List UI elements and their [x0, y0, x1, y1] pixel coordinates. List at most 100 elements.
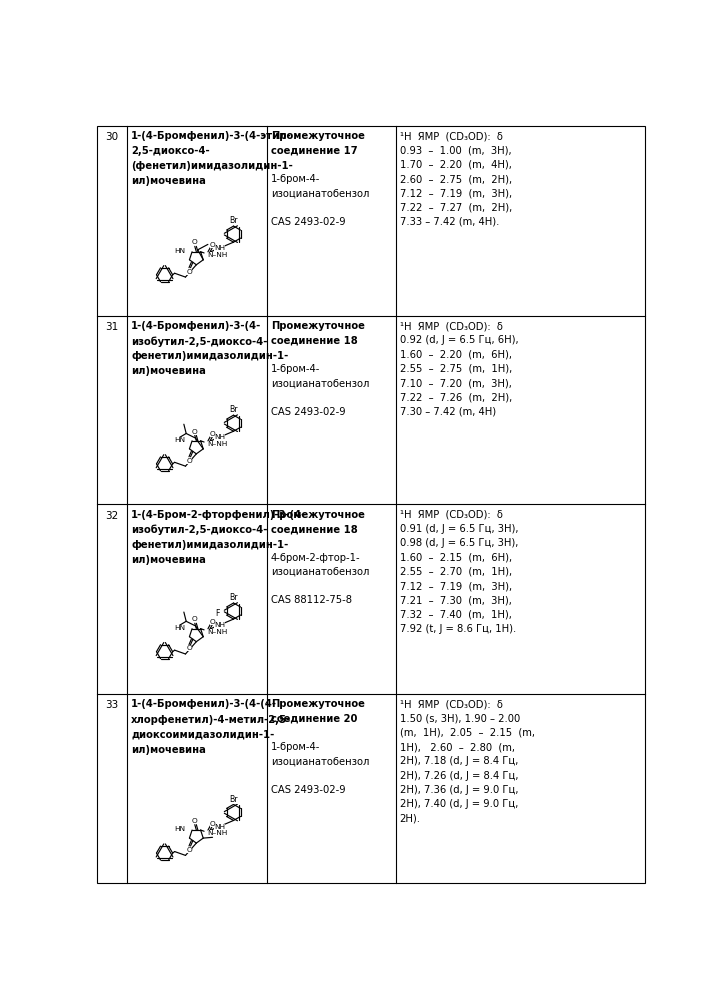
Text: изобутил-2,5-диоксо-4-: изобутил-2,5-диоксо-4-	[131, 524, 268, 535]
Text: O: O	[191, 240, 197, 246]
Text: N–NH: N–NH	[208, 628, 228, 634]
Text: ¹H  ЯМР  (CD₃OD):  δ: ¹H ЯМР (CD₃OD): δ	[400, 321, 502, 331]
Text: O: O	[191, 818, 197, 824]
Text: изобутил-2,5-диоксо-4-: изобутил-2,5-диоксо-4-	[131, 336, 268, 347]
Text: 1.60  –  2.15  (m,  6H),: 1.60 – 2.15 (m, 6H),	[400, 552, 512, 562]
Text: O: O	[186, 269, 192, 275]
Text: 7.32  –  7.40  (m,  1H),: 7.32 – 7.40 (m, 1H),	[400, 609, 511, 619]
Text: 2,5-диоксо-4-: 2,5-диоксо-4-	[131, 147, 210, 157]
Text: 4-бром-2-фтор-1-: 4-бром-2-фтор-1-	[271, 552, 361, 562]
Text: NH: NH	[214, 246, 225, 252]
Text: 1-(4-Бром-2-фторфенил)-3-(4-: 1-(4-Бром-2-фторфенил)-3-(4-	[131, 509, 306, 519]
Text: изоцианатобензол: изоцианатобензол	[271, 756, 369, 766]
Text: Промежуточное: Промежуточное	[271, 509, 365, 519]
Text: CAS 88112-75-8: CAS 88112-75-8	[271, 595, 352, 605]
Text: Br: Br	[230, 216, 237, 225]
Text: HN: HN	[174, 826, 185, 832]
Text: 7.12  –  7.19  (m,  3H),: 7.12 – 7.19 (m, 3H),	[400, 189, 512, 199]
Text: O: O	[210, 619, 216, 625]
Text: соединение 18: соединение 18	[271, 336, 358, 346]
Text: соединение 17: соединение 17	[271, 146, 358, 156]
Text: 2.55  –  2.70  (m,  1H),: 2.55 – 2.70 (m, 1H),	[400, 566, 512, 576]
Text: соединение 20: соединение 20	[271, 713, 357, 723]
Text: 7.30 – 7.42 (m, 4H): 7.30 – 7.42 (m, 4H)	[400, 407, 496, 417]
Text: 7.10  –  7.20  (m,  3H),: 7.10 – 7.20 (m, 3H),	[400, 378, 511, 388]
Text: 1.60  –  2.20  (m,  6H),: 1.60 – 2.20 (m, 6H),	[400, 350, 512, 360]
Text: O: O	[210, 432, 216, 438]
Text: O: O	[186, 847, 192, 853]
Text: Br: Br	[230, 406, 237, 415]
Text: 2.60  –  2.75  (m,  2H),: 2.60 – 2.75 (m, 2H),	[400, 174, 512, 184]
Text: CAS 2493-02-9: CAS 2493-02-9	[271, 217, 345, 227]
Text: F: F	[215, 609, 219, 618]
Text: 1-(4-Бромфенил)-3-(4-(4-: 1-(4-Бромфенил)-3-(4-(4-	[131, 699, 277, 709]
Text: 0.92 (d, J = 6.5 Гц, 6H),: 0.92 (d, J = 6.5 Гц, 6H),	[400, 336, 518, 346]
Text: HN: HN	[174, 248, 185, 254]
Text: 2H).: 2H).	[400, 813, 421, 823]
Text: 31: 31	[106, 322, 119, 332]
Text: 1-бром-4-: 1-бром-4-	[271, 742, 320, 752]
Text: ¹H  ЯМР  (CD₃OD):  δ: ¹H ЯМР (CD₃OD): δ	[400, 699, 502, 709]
Text: NH: NH	[214, 622, 225, 628]
Text: O: O	[191, 616, 197, 622]
Text: 1-бром-4-: 1-бром-4-	[271, 364, 320, 374]
Text: ил)мочевина: ил)мочевина	[131, 177, 206, 187]
Text: N–NH: N–NH	[208, 252, 228, 258]
Text: фенетил)имидазолидин-1-: фенетил)имидазолидин-1-	[131, 539, 289, 549]
Text: 7.21  –  7.30  (m,  3H),: 7.21 – 7.30 (m, 3H),	[400, 595, 511, 605]
Text: диоксоимидазолидин-1-: диоксоимидазолидин-1-	[131, 729, 274, 739]
Text: 32: 32	[106, 510, 119, 520]
Text: изоцианатобензол: изоцианатобензол	[271, 566, 369, 576]
Text: ¹H  ЯМР  (CD₃OD):  δ: ¹H ЯМР (CD₃OD): δ	[400, 132, 502, 142]
Text: фенетил)имидазолидин-1-: фенетил)имидазолидин-1-	[131, 351, 289, 361]
Text: изоцианатобензол: изоцианатобензол	[271, 378, 369, 388]
Text: NH: NH	[214, 435, 225, 441]
Text: 1-(4-Бромфенил)-3-(4-: 1-(4-Бромфенил)-3-(4-	[131, 321, 261, 331]
Text: CAS 2493-02-9: CAS 2493-02-9	[271, 407, 345, 417]
Text: O: O	[210, 820, 216, 826]
Text: (фенетил)имидазолидин-1-: (фенетил)имидазолидин-1-	[131, 162, 293, 172]
Text: Br: Br	[230, 593, 237, 602]
Text: 7.12  –  7.19  (m,  3H),: 7.12 – 7.19 (m, 3H),	[400, 581, 512, 591]
Text: 2H), 7.40 (d, J = 9.0 Гц,: 2H), 7.40 (d, J = 9.0 Гц,	[400, 799, 518, 809]
Text: HN: HN	[174, 437, 185, 443]
Text: 7.22  –  7.27  (m,  2H),: 7.22 – 7.27 (m, 2H),	[400, 203, 512, 213]
Text: 0.98 (d, J = 6.5 Гц, 3H),: 0.98 (d, J = 6.5 Гц, 3H),	[400, 538, 518, 548]
Text: 0.91 (d, J = 6.5 Гц, 3H),: 0.91 (d, J = 6.5 Гц, 3H),	[400, 524, 518, 534]
Text: 7.22  –  7.26  (m,  2H),: 7.22 – 7.26 (m, 2H),	[400, 393, 512, 403]
Text: ¹H  ЯМР  (CD₃OD):  δ: ¹H ЯМР (CD₃OD): δ	[400, 509, 502, 519]
Text: 2H), 7.36 (d, J = 9.0 Гц,: 2H), 7.36 (d, J = 9.0 Гц,	[400, 785, 518, 795]
Text: 1-бром-4-: 1-бром-4-	[271, 174, 320, 184]
Text: 1H),   2.60  –  2.80  (m,: 1H), 2.60 – 2.80 (m,	[400, 742, 515, 752]
Text: N–NH: N–NH	[208, 830, 228, 836]
Text: 1-(4-Бромфенил)-3-(4-этил-: 1-(4-Бромфенил)-3-(4-этил-	[131, 132, 292, 142]
Text: 2H), 7.26 (d, J = 8.4 Гц,: 2H), 7.26 (d, J = 8.4 Гц,	[400, 770, 518, 780]
Text: O: O	[186, 458, 192, 464]
Text: Промежуточное: Промежуточное	[271, 699, 365, 709]
Text: 0.93  –  1.00  (m,  3H),: 0.93 – 1.00 (m, 3H),	[400, 146, 511, 156]
Text: CAS 2493-02-9: CAS 2493-02-9	[271, 785, 345, 795]
Text: HN: HN	[174, 625, 185, 631]
Text: 2.55  –  2.75  (m,  1H),: 2.55 – 2.75 (m, 1H),	[400, 364, 512, 374]
Text: соединение 18: соединение 18	[271, 524, 358, 534]
Text: 30: 30	[106, 132, 119, 142]
Text: NH: NH	[214, 823, 225, 829]
Text: Промежуточное: Промежуточное	[271, 321, 365, 331]
Text: хлорфенетил)-4-метил-2,5-: хлорфенетил)-4-метил-2,5-	[131, 714, 292, 724]
Text: 1.70  –  2.20  (m,  4H),: 1.70 – 2.20 (m, 4H),	[400, 160, 511, 170]
Text: Br: Br	[230, 794, 237, 803]
Text: ил)мочевина: ил)мочевина	[131, 554, 206, 564]
Text: (m,  1H),  2.05  –  2.15  (m,: (m, 1H), 2.05 – 2.15 (m,	[400, 728, 534, 738]
Text: O: O	[186, 645, 192, 651]
Text: 7.92 (t, J = 8.6 Гц, 1H).: 7.92 (t, J = 8.6 Гц, 1H).	[400, 623, 516, 633]
Text: 1.50 (s, 3H), 1.90 – 2.00: 1.50 (s, 3H), 1.90 – 2.00	[400, 713, 520, 723]
Text: изоцианатобензол: изоцианатобензол	[271, 189, 369, 199]
Text: ил)мочевина: ил)мочевина	[131, 366, 206, 376]
Text: 7.33 – 7.42 (m, 4H).: 7.33 – 7.42 (m, 4H).	[400, 217, 499, 227]
Text: Промежуточное: Промежуточное	[271, 132, 365, 142]
Text: 33: 33	[106, 700, 119, 710]
Text: ил)мочевина: ил)мочевина	[131, 744, 206, 754]
Text: 2H), 7.18 (d, J = 8.4 Гц,: 2H), 7.18 (d, J = 8.4 Гц,	[400, 756, 518, 766]
Text: O: O	[191, 429, 197, 435]
Text: N–NH: N–NH	[208, 441, 228, 447]
